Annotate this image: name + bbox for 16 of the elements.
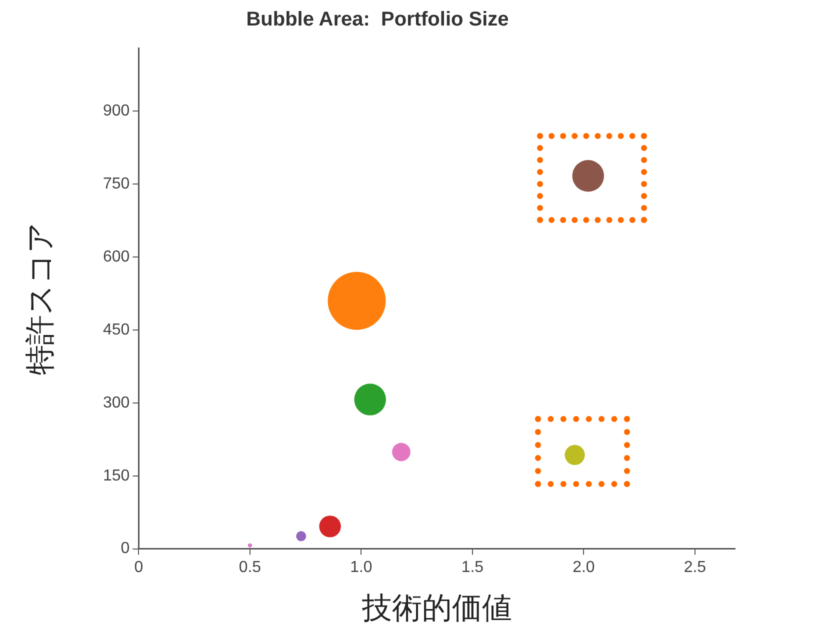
y-tick-label: 900 [102,102,130,120]
x-tick-label: 0.5 [238,558,262,576]
y-axis-title: 特許スコア [22,222,58,375]
y-tick-label: 0 [120,540,130,558]
y-tick-label: 450 [102,321,130,338]
x-tick-label: 2.5 [684,558,706,576]
y-tick-label: 300 [102,394,130,412]
x-axis-title: 技術的価値 [360,590,512,626]
chart-title: Bubble Area: Portfolio Size [246,8,509,31]
x-tick-label: 0 [134,558,144,576]
y-tick-label: 750 [102,176,130,193]
x-tick-label: 1.5 [461,558,484,576]
x-tick-label: 2.0 [572,558,595,576]
y-tick-label: 600 [102,248,130,266]
x-tick-label: 1.0 [350,558,372,576]
y-tick-label: 150 [102,467,130,484]
